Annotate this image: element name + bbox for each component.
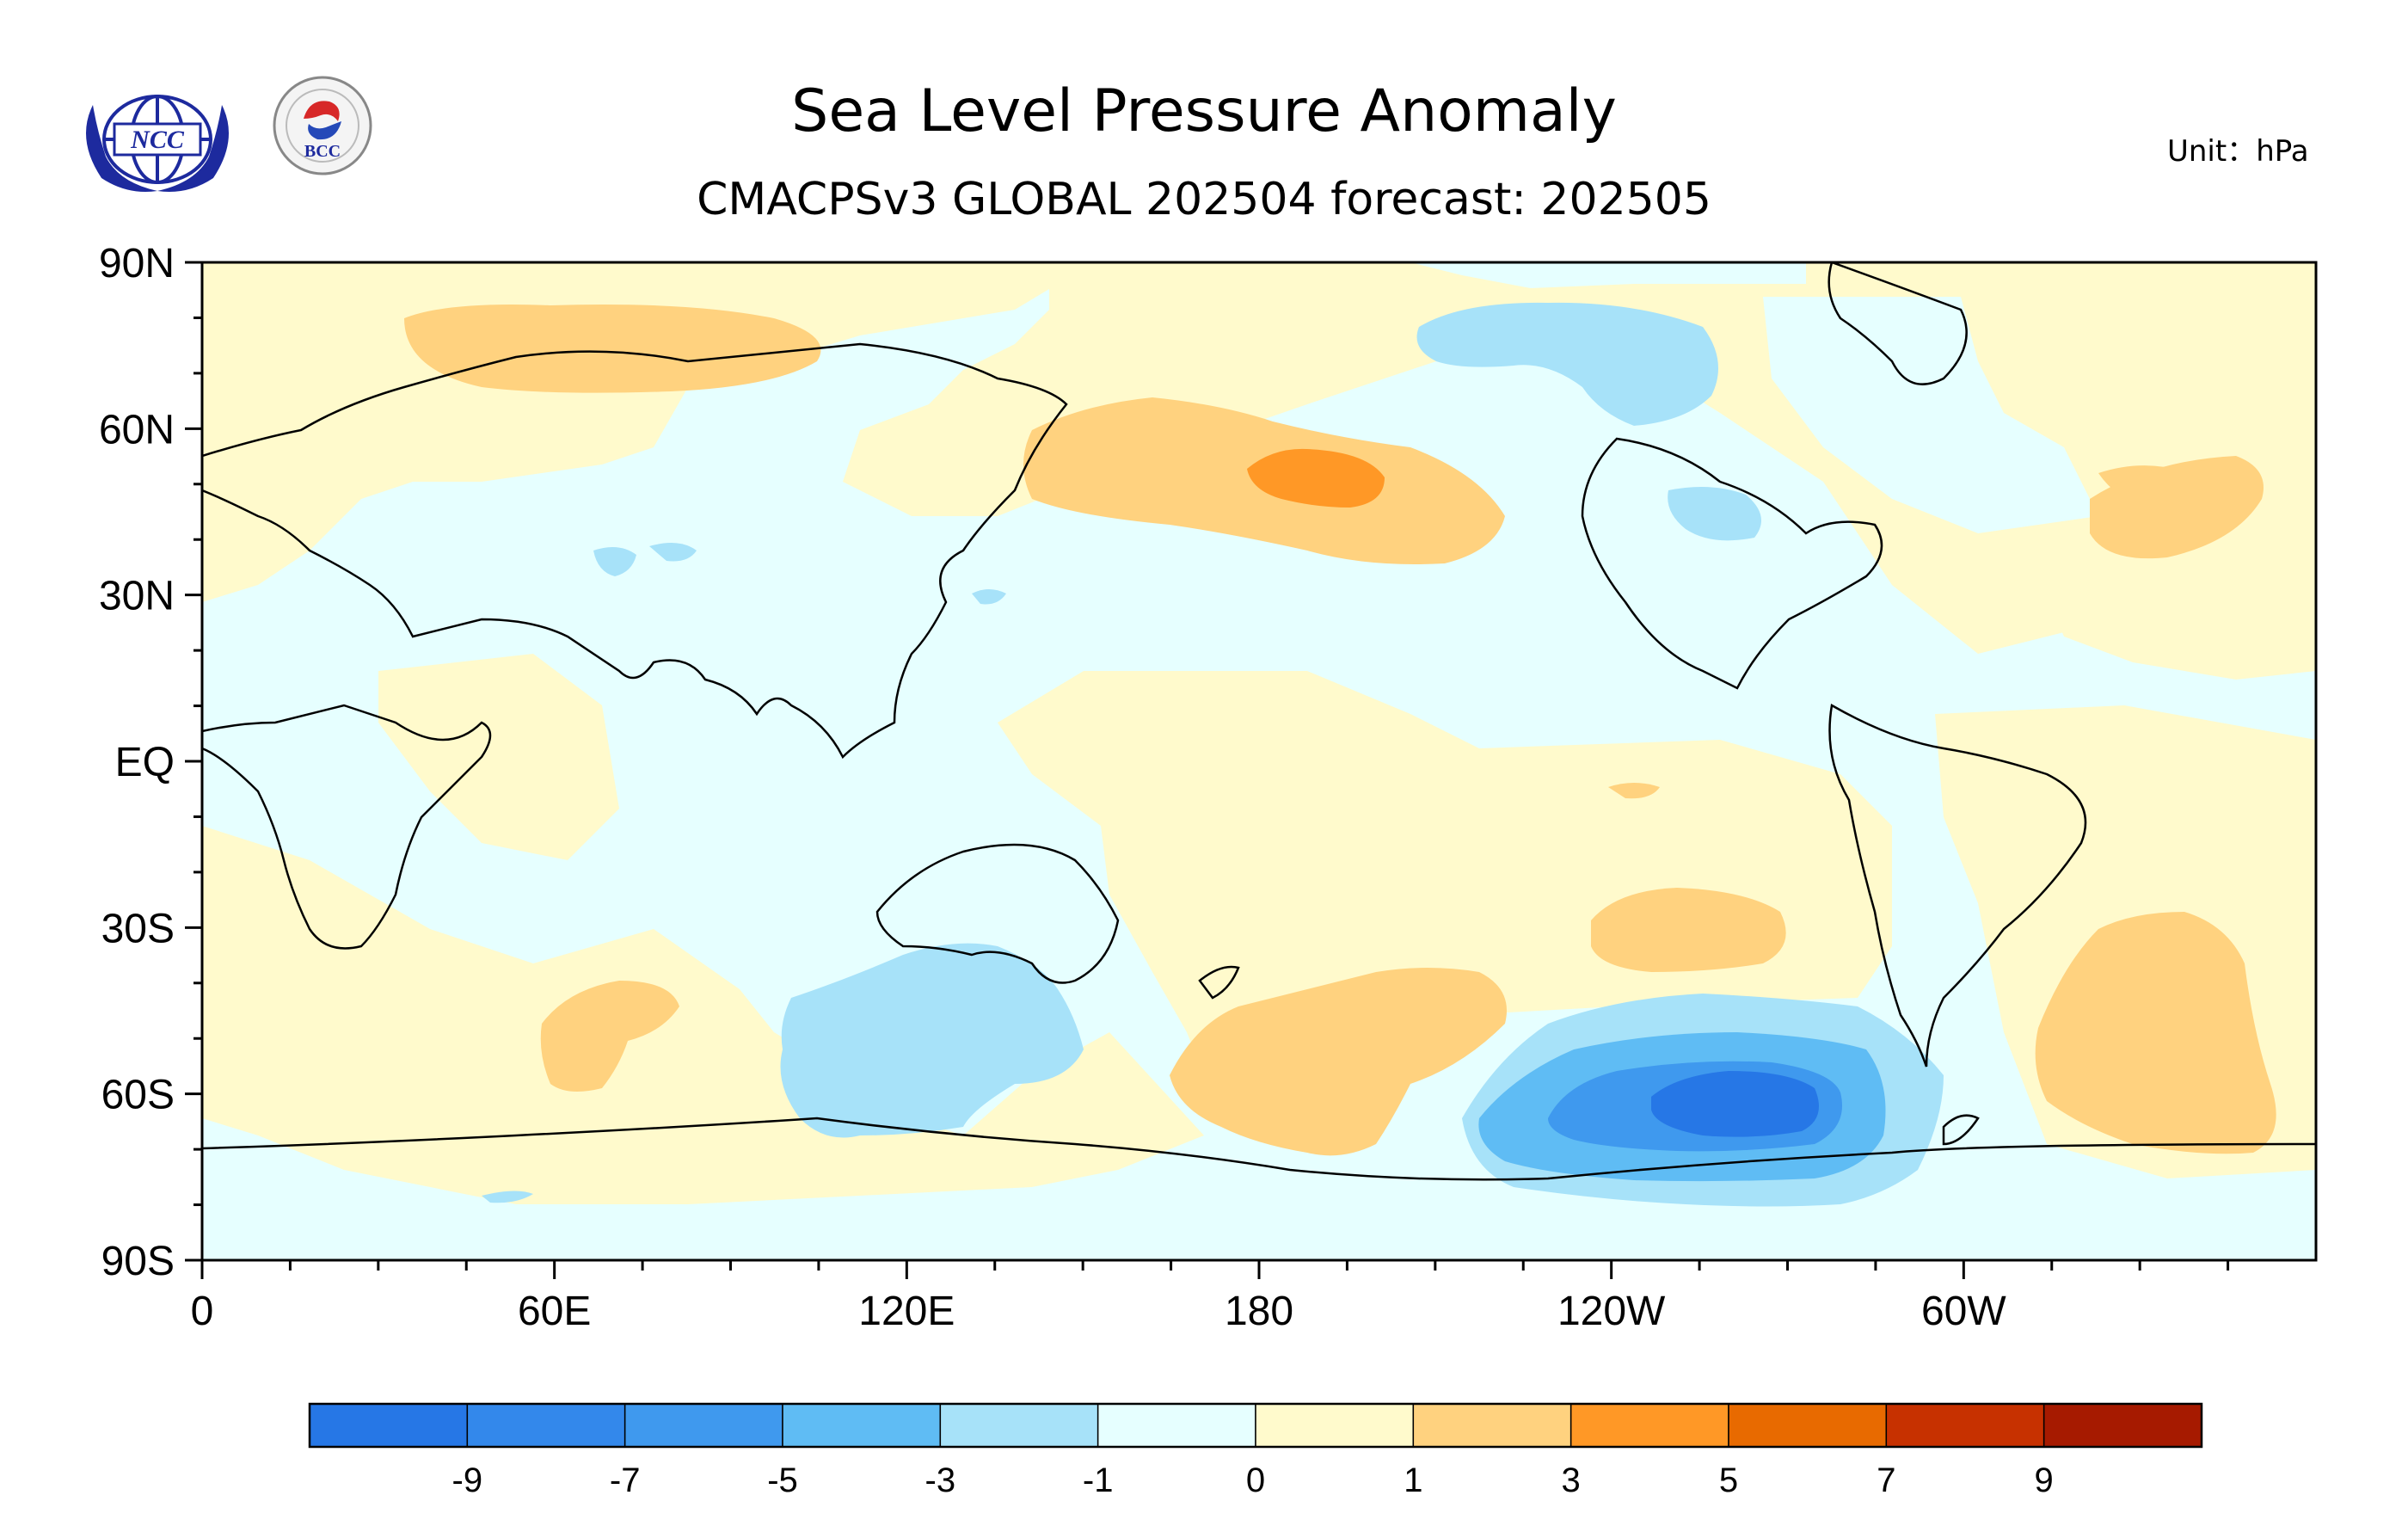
x-tick-label: 60E [518, 1289, 591, 1334]
colorbar-swatch [1255, 1403, 1415, 1448]
colorbar-label: 0 [1246, 1461, 1265, 1499]
colorbar-label: -9 [452, 1461, 483, 1499]
x-tick-label: 120W [1557, 1289, 1666, 1334]
x-tick-label: 60W [1921, 1289, 2006, 1334]
colorbar-swatch [309, 1403, 469, 1448]
coastlines [202, 262, 2316, 1181]
x-axis-labels: 0 60E 120E 180 120W 60W [191, 1289, 2007, 1334]
colorbar-swatch [782, 1403, 942, 1448]
x-tick-label: 180 [1225, 1289, 1293, 1334]
colorbar-swatch [1885, 1403, 2045, 1448]
x-tick-label: 120E [858, 1289, 955, 1334]
field-positive-3-5 [1247, 448, 1385, 508]
y-tick-label: 60N [99, 407, 175, 452]
colorbar-label: 1 [1404, 1461, 1422, 1499]
x-tick-label: 0 [191, 1289, 214, 1334]
colorbar-swatch [939, 1403, 1099, 1448]
field-negative-7-9 [1651, 1071, 1819, 1137]
y-tick-label: EQ [115, 740, 175, 785]
y-tick-label: 60S [101, 1073, 175, 1118]
colorbar-label: 5 [1719, 1461, 1738, 1499]
y-tick-label: 90S [101, 1239, 175, 1284]
colorbar-label: 7 [1877, 1461, 1895, 1499]
colorbar-swatch [1728, 1403, 1888, 1448]
unit-label: Unit：hPa [2167, 134, 2309, 169]
colorbar-swatch [2042, 1403, 2202, 1448]
colorbar-swatch [1096, 1403, 1256, 1448]
svg-text:BCC: BCC [304, 142, 341, 161]
colorbar-swatch [466, 1403, 626, 1448]
colorbar-frame [308, 1402, 2203, 1449]
chart-title: Sea Level Pressure Anomaly [791, 77, 1617, 145]
colorbar-label: 3 [1562, 1461, 1581, 1499]
svg-text:NCC: NCC [130, 126, 185, 154]
colorbar-label: -5 [767, 1461, 798, 1499]
anomaly-map [202, 262, 2316, 1260]
colorbar-swatch [1570, 1403, 1729, 1448]
colorbar-swatch [624, 1403, 783, 1448]
colorbar: -9 -7 -5 -3 -1 0 1 3 5 7 9 [308, 1402, 2203, 1499]
bcc-logo: BCC [273, 76, 372, 175]
colorbar-label: -3 [925, 1461, 956, 1499]
colorbar-label: 9 [2035, 1461, 2054, 1499]
y-tick-label: 30S [101, 906, 175, 951]
axis-ticks [185, 261, 2230, 1279]
y-tick-label: 90N [99, 241, 175, 286]
y-tick-label: 30N [99, 574, 175, 619]
field-positive-1-3 [404, 305, 2276, 1156]
ncc-logo: NCC [86, 95, 229, 192]
colorbar-label: -1 [1083, 1461, 1114, 1499]
chart-subtitle: CMACPSv3 GLOBAL 202504 forecast: 202505 [697, 174, 1711, 225]
y-axis-labels: 90N 60N 30N EQ 30S 60S 90S [99, 241, 175, 1284]
colorbar-swatch [1412, 1403, 1572, 1448]
colorbar-label: -7 [610, 1461, 641, 1499]
